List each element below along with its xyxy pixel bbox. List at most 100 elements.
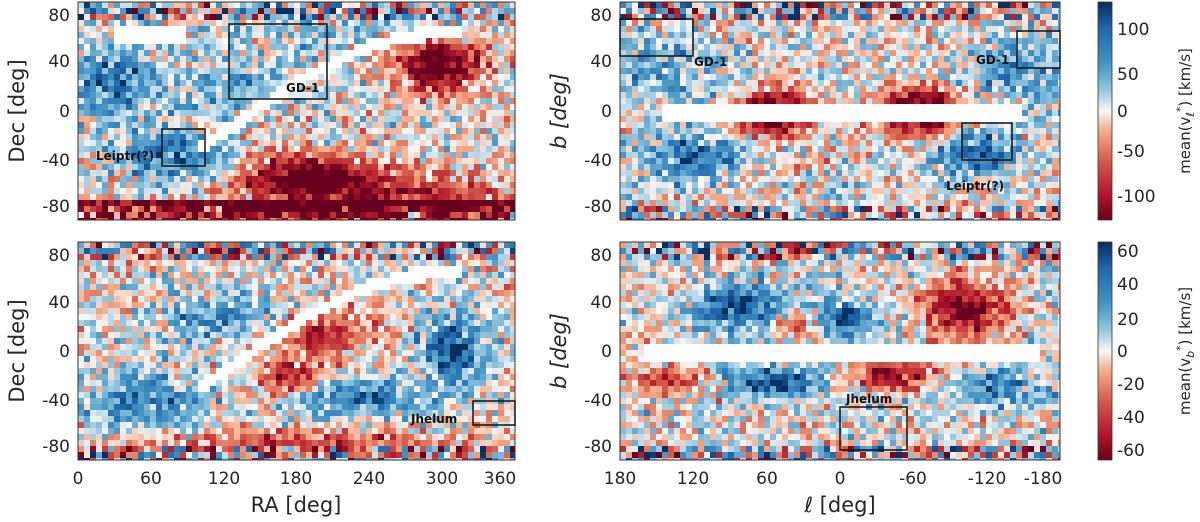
heatmap-cell: [78, 26, 84, 32]
heatmap-cell: [914, 170, 920, 176]
heatmap-cell: [860, 158, 866, 164]
heatmap-cell: [336, 86, 342, 92]
heatmap-cell: [108, 8, 114, 14]
heatmap-cell: [854, 194, 860, 200]
heatmap-cell: [1052, 98, 1058, 104]
heatmap-cell: [390, 44, 396, 50]
heatmap-cell: [950, 86, 956, 92]
heatmap-cell: [944, 20, 950, 26]
heatmap-cell: [84, 140, 90, 146]
heatmap-cell: [788, 182, 794, 188]
heatmap-cell: [432, 140, 438, 146]
heatmap-cell: [156, 62, 162, 68]
heatmap-cell: [306, 50, 312, 56]
heatmap-cell: [420, 158, 426, 164]
heatmap-cell: [938, 80, 944, 86]
heatmap-cell: [282, 146, 288, 152]
heatmap-cell: [456, 68, 462, 74]
heatmap-cell: [680, 2, 686, 8]
heatmap-cell: [938, 38, 944, 44]
heatmap-cell: [342, 116, 348, 122]
heatmap-cell: [318, 32, 324, 38]
heatmap-cell: [638, 212, 644, 218]
heatmap-cell: [78, 182, 84, 188]
heatmap-cell: [84, 206, 90, 212]
heatmap-cell: [462, 2, 468, 8]
heatmap-cell: [444, 110, 450, 116]
heatmap-cell: [390, 26, 396, 32]
heatmap-cell: [198, 80, 204, 86]
heatmap-cell: [294, 26, 300, 32]
heatmap-cell: [620, 80, 626, 86]
heatmap-cell: [998, 68, 1004, 74]
heatmap-cell: [686, 62, 692, 68]
heatmap-cell: [384, 8, 390, 14]
heatmap-cell: [240, 158, 246, 164]
heatmap-cell: [240, 92, 246, 98]
heatmap-cell: [962, 200, 968, 206]
heatmap-cell: [288, 38, 294, 44]
heatmap-cell: [860, 74, 866, 80]
heatmap-cell: [180, 44, 186, 50]
heatmap-cell: [824, 68, 830, 74]
heatmap-cell: [962, 92, 968, 98]
heatmap-cell: [656, 152, 662, 158]
heatmap-cell: [120, 188, 126, 194]
heatmap-cell: [426, 2, 432, 8]
heatmap-cell: [378, 188, 384, 194]
heatmap-cell: [312, 50, 318, 56]
heatmap-cell: [108, 80, 114, 86]
heatmap-cell: [638, 20, 644, 26]
heatmap-cell: [300, 38, 306, 44]
heatmap-cell: [132, 200, 138, 206]
heatmap-cell: [144, 170, 150, 176]
heatmap-cell: [222, 194, 228, 200]
heatmap-cell: [372, 20, 378, 26]
heatmap-cell: [1034, 128, 1040, 134]
heatmap-cell: [770, 128, 776, 134]
heatmap-cell: [474, 20, 480, 26]
heatmap-cell: [360, 104, 366, 110]
heatmap-cell: [264, 182, 270, 188]
heatmap-cell: [806, 68, 812, 74]
heatmap-cell: [408, 86, 414, 92]
heatmap-cell: [324, 152, 330, 158]
heatmap-cell: [192, 194, 198, 200]
heatmap-cell: [258, 68, 264, 74]
heatmap-cell: [150, 194, 156, 200]
heatmap-cell: [650, 50, 656, 56]
heatmap-cell: [114, 86, 120, 92]
heatmap-cell: [776, 38, 782, 44]
heatmap-cell: [896, 74, 902, 80]
heatmap-cell: [222, 110, 228, 116]
heatmap-cell: [144, 8, 150, 14]
heatmap-cell: [950, 20, 956, 26]
heatmap-cell: [1010, 128, 1016, 134]
heatmap-cell: [390, 212, 396, 218]
heatmap-cell: [938, 140, 944, 146]
heatmap-cell: [1004, 146, 1010, 152]
heatmap-cell: [492, 194, 498, 200]
heatmap-cell: [378, 158, 384, 164]
heatmap-cell: [752, 194, 758, 200]
heatmap-cell: [252, 152, 258, 158]
heatmap-cell: [198, 212, 204, 218]
heatmap-cell: [794, 200, 800, 206]
heatmap-cell: [830, 182, 836, 188]
heatmap-cell: [1028, 74, 1034, 80]
heatmap-cell: [1046, 32, 1052, 38]
heatmap-cell: [884, 38, 890, 44]
heatmap-cell: [848, 170, 854, 176]
heatmap-cell: [300, 158, 306, 164]
heatmap-cell: [378, 122, 384, 128]
heatmap-cell: [632, 164, 638, 170]
heatmap-cell: [776, 26, 782, 32]
heatmap-cell: [842, 20, 848, 26]
heatmap-cell: [78, 116, 84, 122]
heatmap-cell: [138, 86, 144, 92]
heatmap-cell: [378, 32, 384, 38]
heatmap-cell: [836, 26, 842, 32]
heatmap-cell: [156, 116, 162, 122]
heatmap-cell: [1022, 128, 1028, 134]
